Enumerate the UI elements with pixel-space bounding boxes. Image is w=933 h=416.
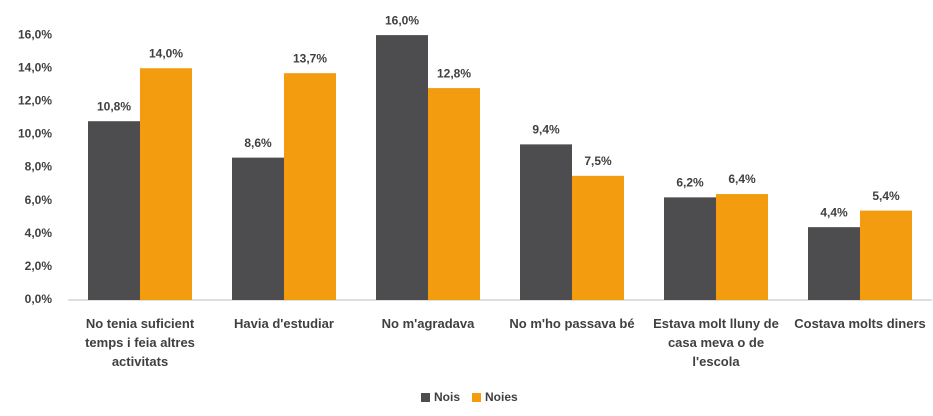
value-label: 10,8% <box>97 99 131 113</box>
value-label: 6,4% <box>728 172 756 186</box>
y-tick-label: 0,0% <box>25 292 53 306</box>
bar <box>572 175 624 300</box>
bar <box>232 157 284 300</box>
y-tick-label: 10,0% <box>18 127 52 141</box>
x-tick-label: No tenia suficient temps i feia altres a… <box>85 316 195 369</box>
y-tick-label: 4,0% <box>25 226 53 240</box>
legend-label: Noies <box>485 390 518 404</box>
value-label: 9,4% <box>532 123 560 137</box>
bar <box>808 227 860 300</box>
legend-label: Nois <box>434 390 460 404</box>
y-tick-label: 12,0% <box>18 94 52 108</box>
x-tick-label: No m'ho passava bé <box>509 316 635 331</box>
y-tick-label: 6,0% <box>25 193 53 207</box>
bar <box>284 73 336 300</box>
x-tick-label: No m'agradava <box>381 316 475 331</box>
value-label: 14,0% <box>149 46 183 60</box>
value-label: 8,6% <box>244 136 272 150</box>
value-label: 12,8% <box>437 66 471 80</box>
legend-swatch <box>421 393 430 402</box>
bar <box>376 35 428 300</box>
y-tick-label: 8,0% <box>25 160 53 174</box>
bar <box>88 121 140 300</box>
y-tick-label: 2,0% <box>25 259 53 273</box>
value-label: 13,7% <box>293 51 327 65</box>
bar <box>664 197 716 300</box>
x-tick-label: Havia d'estudiar <box>234 316 334 331</box>
y-tick-label: 14,0% <box>18 60 52 74</box>
bar <box>520 144 572 300</box>
legend-swatch <box>472 393 482 402</box>
value-label: 7,5% <box>584 154 612 168</box>
bar <box>860 210 912 300</box>
bar <box>716 194 768 300</box>
value-label: 16,0% <box>385 13 419 27</box>
x-tick-label: Estava molt lluny de casa meva o de l'es… <box>653 316 779 369</box>
x-tick-label: Costava molts diners <box>794 316 926 331</box>
y-tick-label: 16,0% <box>18 27 52 41</box>
bar <box>140 68 192 300</box>
value-label: 6,2% <box>676 176 704 190</box>
value-label: 5,4% <box>872 189 900 203</box>
value-label: 4,4% <box>820 205 848 219</box>
bar <box>428 88 480 300</box>
